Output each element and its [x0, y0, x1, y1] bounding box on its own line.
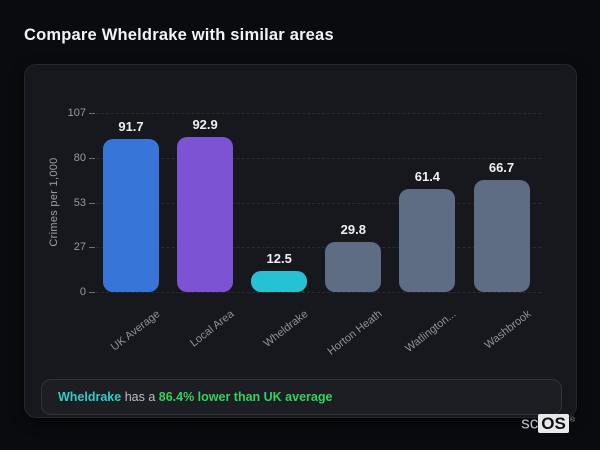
bar-value-label: 29.8: [340, 222, 366, 238]
bar-value-label: 91.7: [118, 118, 144, 134]
x-axis-category-label: Washbrook: [481, 308, 533, 352]
x-axis-category-label: Wheldrake: [261, 308, 311, 350]
logo-prefix: sc: [521, 413, 539, 433]
gridline: [96, 246, 541, 248]
chart-card: Crimes per 1,000 0 27 53 80 107 91.7 UK Averag…: [24, 64, 577, 418]
bar[interactable]: [399, 189, 456, 292]
x-axis-category-label: Horton Heath: [325, 308, 385, 358]
x-axis-category-label: Watlington...: [403, 308, 459, 355]
x-axis-category-label: Local Area: [188, 308, 237, 350]
note-middle-text: has a: [121, 390, 159, 404]
bar[interactable]: [103, 138, 159, 292]
gridline: [96, 203, 541, 205]
y-tick-mark: [89, 203, 95, 205]
y-tick-label: 0: [79, 286, 86, 298]
y-tick-label: 27: [73, 240, 86, 253]
y-tick-mark: [89, 158, 95, 160]
y-tick-label: 80: [73, 152, 86, 165]
x-axis-category-label: UK Average: [108, 308, 163, 354]
page-title: Compare Wheldrake with similar areas: [24, 26, 334, 44]
note-area-name: Wheldrake: [58, 390, 122, 404]
summary-note: Wheldrake has a 86.4% lower than UK aver…: [41, 379, 562, 415]
bar-value-label: 12.5: [266, 251, 292, 267]
y-tick-label: 107: [67, 107, 86, 119]
bar[interactable]: [325, 242, 382, 292]
gridline: [96, 113, 541, 114]
registered-mark-icon: ®: [569, 417, 575, 424]
bar-chart: Crimes per 1,000 0 27 53 80 107 91.7 UK Averag…: [25, 65, 576, 417]
note-highlight-text: 86.4% lower than UK average: [158, 390, 333, 404]
y-tick-mark: [89, 246, 95, 248]
bar-value-label: 61.4: [414, 169, 441, 185]
y-tick-label: 53: [73, 197, 86, 210]
bar[interactable]: [251, 271, 308, 292]
scos-logo: sc OS ®: [521, 410, 575, 435]
bar-value-label: 92.9: [192, 116, 218, 132]
bar[interactable]: [177, 136, 234, 292]
y-tick-mark: [89, 113, 95, 114]
gridline: [96, 292, 541, 293]
gridline: [96, 158, 541, 160]
bar-value-label: 66.7: [488, 160, 515, 176]
y-tick-mark: [89, 292, 95, 293]
bar[interactable]: [473, 180, 530, 292]
logo-suffix: OS: [538, 413, 569, 433]
